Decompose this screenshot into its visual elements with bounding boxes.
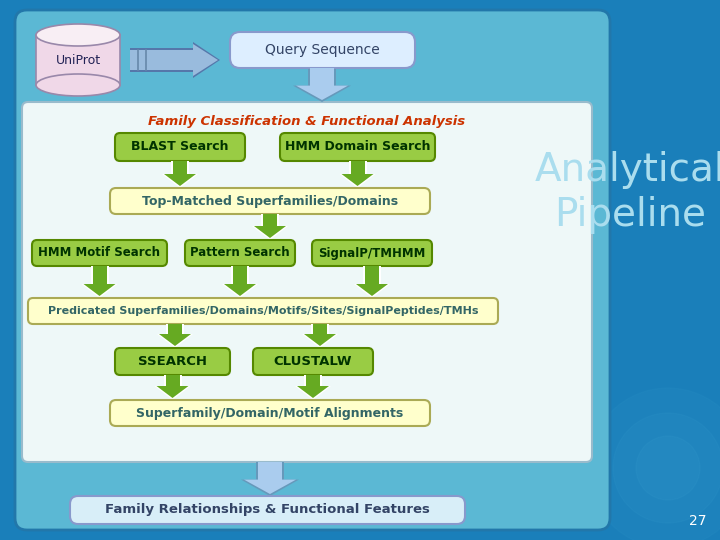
Polygon shape: [304, 375, 322, 386]
FancyBboxPatch shape: [15, 10, 610, 530]
Text: HMM Domain Search: HMM Domain Search: [284, 140, 431, 153]
Polygon shape: [363, 266, 381, 284]
Polygon shape: [173, 161, 187, 174]
FancyBboxPatch shape: [110, 400, 430, 426]
Polygon shape: [356, 284, 388, 296]
Text: HMM Motif Search: HMM Motif Search: [38, 246, 161, 260]
Text: UniProt: UniProt: [55, 53, 101, 66]
FancyBboxPatch shape: [70, 496, 465, 524]
FancyBboxPatch shape: [115, 348, 230, 375]
Polygon shape: [166, 375, 179, 386]
FancyBboxPatch shape: [32, 240, 167, 266]
Text: Analytical: Analytical: [535, 151, 720, 189]
Polygon shape: [293, 86, 351, 102]
Text: Top-Matched Superfamilies/Domains: Top-Matched Superfamilies/Domains: [142, 194, 398, 207]
FancyBboxPatch shape: [230, 32, 415, 68]
Polygon shape: [222, 284, 258, 298]
Polygon shape: [168, 324, 182, 334]
Polygon shape: [224, 284, 256, 296]
Polygon shape: [130, 42, 220, 78]
Polygon shape: [313, 324, 327, 334]
Circle shape: [588, 388, 720, 540]
Text: 27: 27: [688, 514, 706, 528]
Circle shape: [613, 413, 720, 523]
Ellipse shape: [36, 74, 120, 96]
Polygon shape: [155, 386, 191, 400]
Polygon shape: [157, 334, 193, 348]
Polygon shape: [308, 68, 336, 86]
Polygon shape: [310, 68, 334, 86]
Circle shape: [636, 436, 700, 500]
Polygon shape: [263, 214, 277, 226]
Polygon shape: [295, 386, 331, 400]
Text: CLUSTALW: CLUSTALW: [274, 355, 352, 368]
FancyBboxPatch shape: [185, 240, 295, 266]
FancyBboxPatch shape: [22, 102, 592, 462]
Polygon shape: [348, 161, 366, 174]
Polygon shape: [84, 284, 115, 296]
Polygon shape: [306, 375, 320, 386]
Text: Pattern Search: Pattern Search: [190, 246, 290, 260]
Polygon shape: [163, 375, 181, 386]
Ellipse shape: [36, 24, 120, 46]
Text: Pipeline: Pipeline: [554, 196, 706, 234]
Text: Family Relationships & Functional Features: Family Relationships & Functional Featur…: [105, 503, 430, 516]
Polygon shape: [296, 86, 348, 100]
Polygon shape: [91, 266, 109, 284]
Polygon shape: [233, 266, 247, 284]
Polygon shape: [341, 174, 374, 186]
Polygon shape: [231, 266, 249, 284]
FancyBboxPatch shape: [253, 348, 373, 375]
Polygon shape: [261, 214, 279, 226]
FancyBboxPatch shape: [110, 188, 430, 214]
Polygon shape: [252, 226, 288, 240]
Polygon shape: [365, 266, 379, 284]
Polygon shape: [130, 44, 218, 76]
Polygon shape: [258, 462, 282, 480]
Text: Query Sequence: Query Sequence: [265, 43, 379, 57]
Polygon shape: [171, 161, 189, 174]
Text: Superfamily/Domain/Motif Alignments: Superfamily/Domain/Motif Alignments: [136, 407, 404, 420]
Polygon shape: [159, 334, 191, 346]
FancyBboxPatch shape: [115, 133, 245, 161]
Text: BLAST Search: BLAST Search: [131, 140, 229, 153]
Polygon shape: [340, 174, 376, 188]
FancyBboxPatch shape: [28, 298, 498, 324]
FancyBboxPatch shape: [312, 240, 432, 266]
Polygon shape: [156, 386, 189, 398]
Polygon shape: [354, 284, 390, 298]
Text: Family Classification & Functional Analysis: Family Classification & Functional Analy…: [148, 116, 466, 129]
Polygon shape: [256, 462, 284, 480]
Polygon shape: [92, 266, 107, 284]
Polygon shape: [81, 284, 117, 298]
Polygon shape: [254, 226, 286, 238]
Polygon shape: [244, 480, 296, 494]
Polygon shape: [164, 174, 196, 186]
Polygon shape: [297, 386, 329, 398]
FancyBboxPatch shape: [280, 133, 435, 161]
Polygon shape: [302, 334, 338, 348]
Polygon shape: [304, 334, 336, 346]
Polygon shape: [162, 174, 198, 188]
Text: Predicated Superfamilies/Domains/Motifs/Sites/SignalPeptides/TMHs: Predicated Superfamilies/Domains/Motifs/…: [48, 306, 478, 316]
Polygon shape: [36, 35, 120, 85]
Polygon shape: [351, 161, 364, 174]
Polygon shape: [311, 324, 329, 334]
Polygon shape: [166, 324, 184, 334]
Text: SignalP/TMHMM: SignalP/TMHMM: [318, 246, 426, 260]
Text: SSEARCH: SSEARCH: [138, 355, 207, 368]
Polygon shape: [241, 480, 299, 496]
